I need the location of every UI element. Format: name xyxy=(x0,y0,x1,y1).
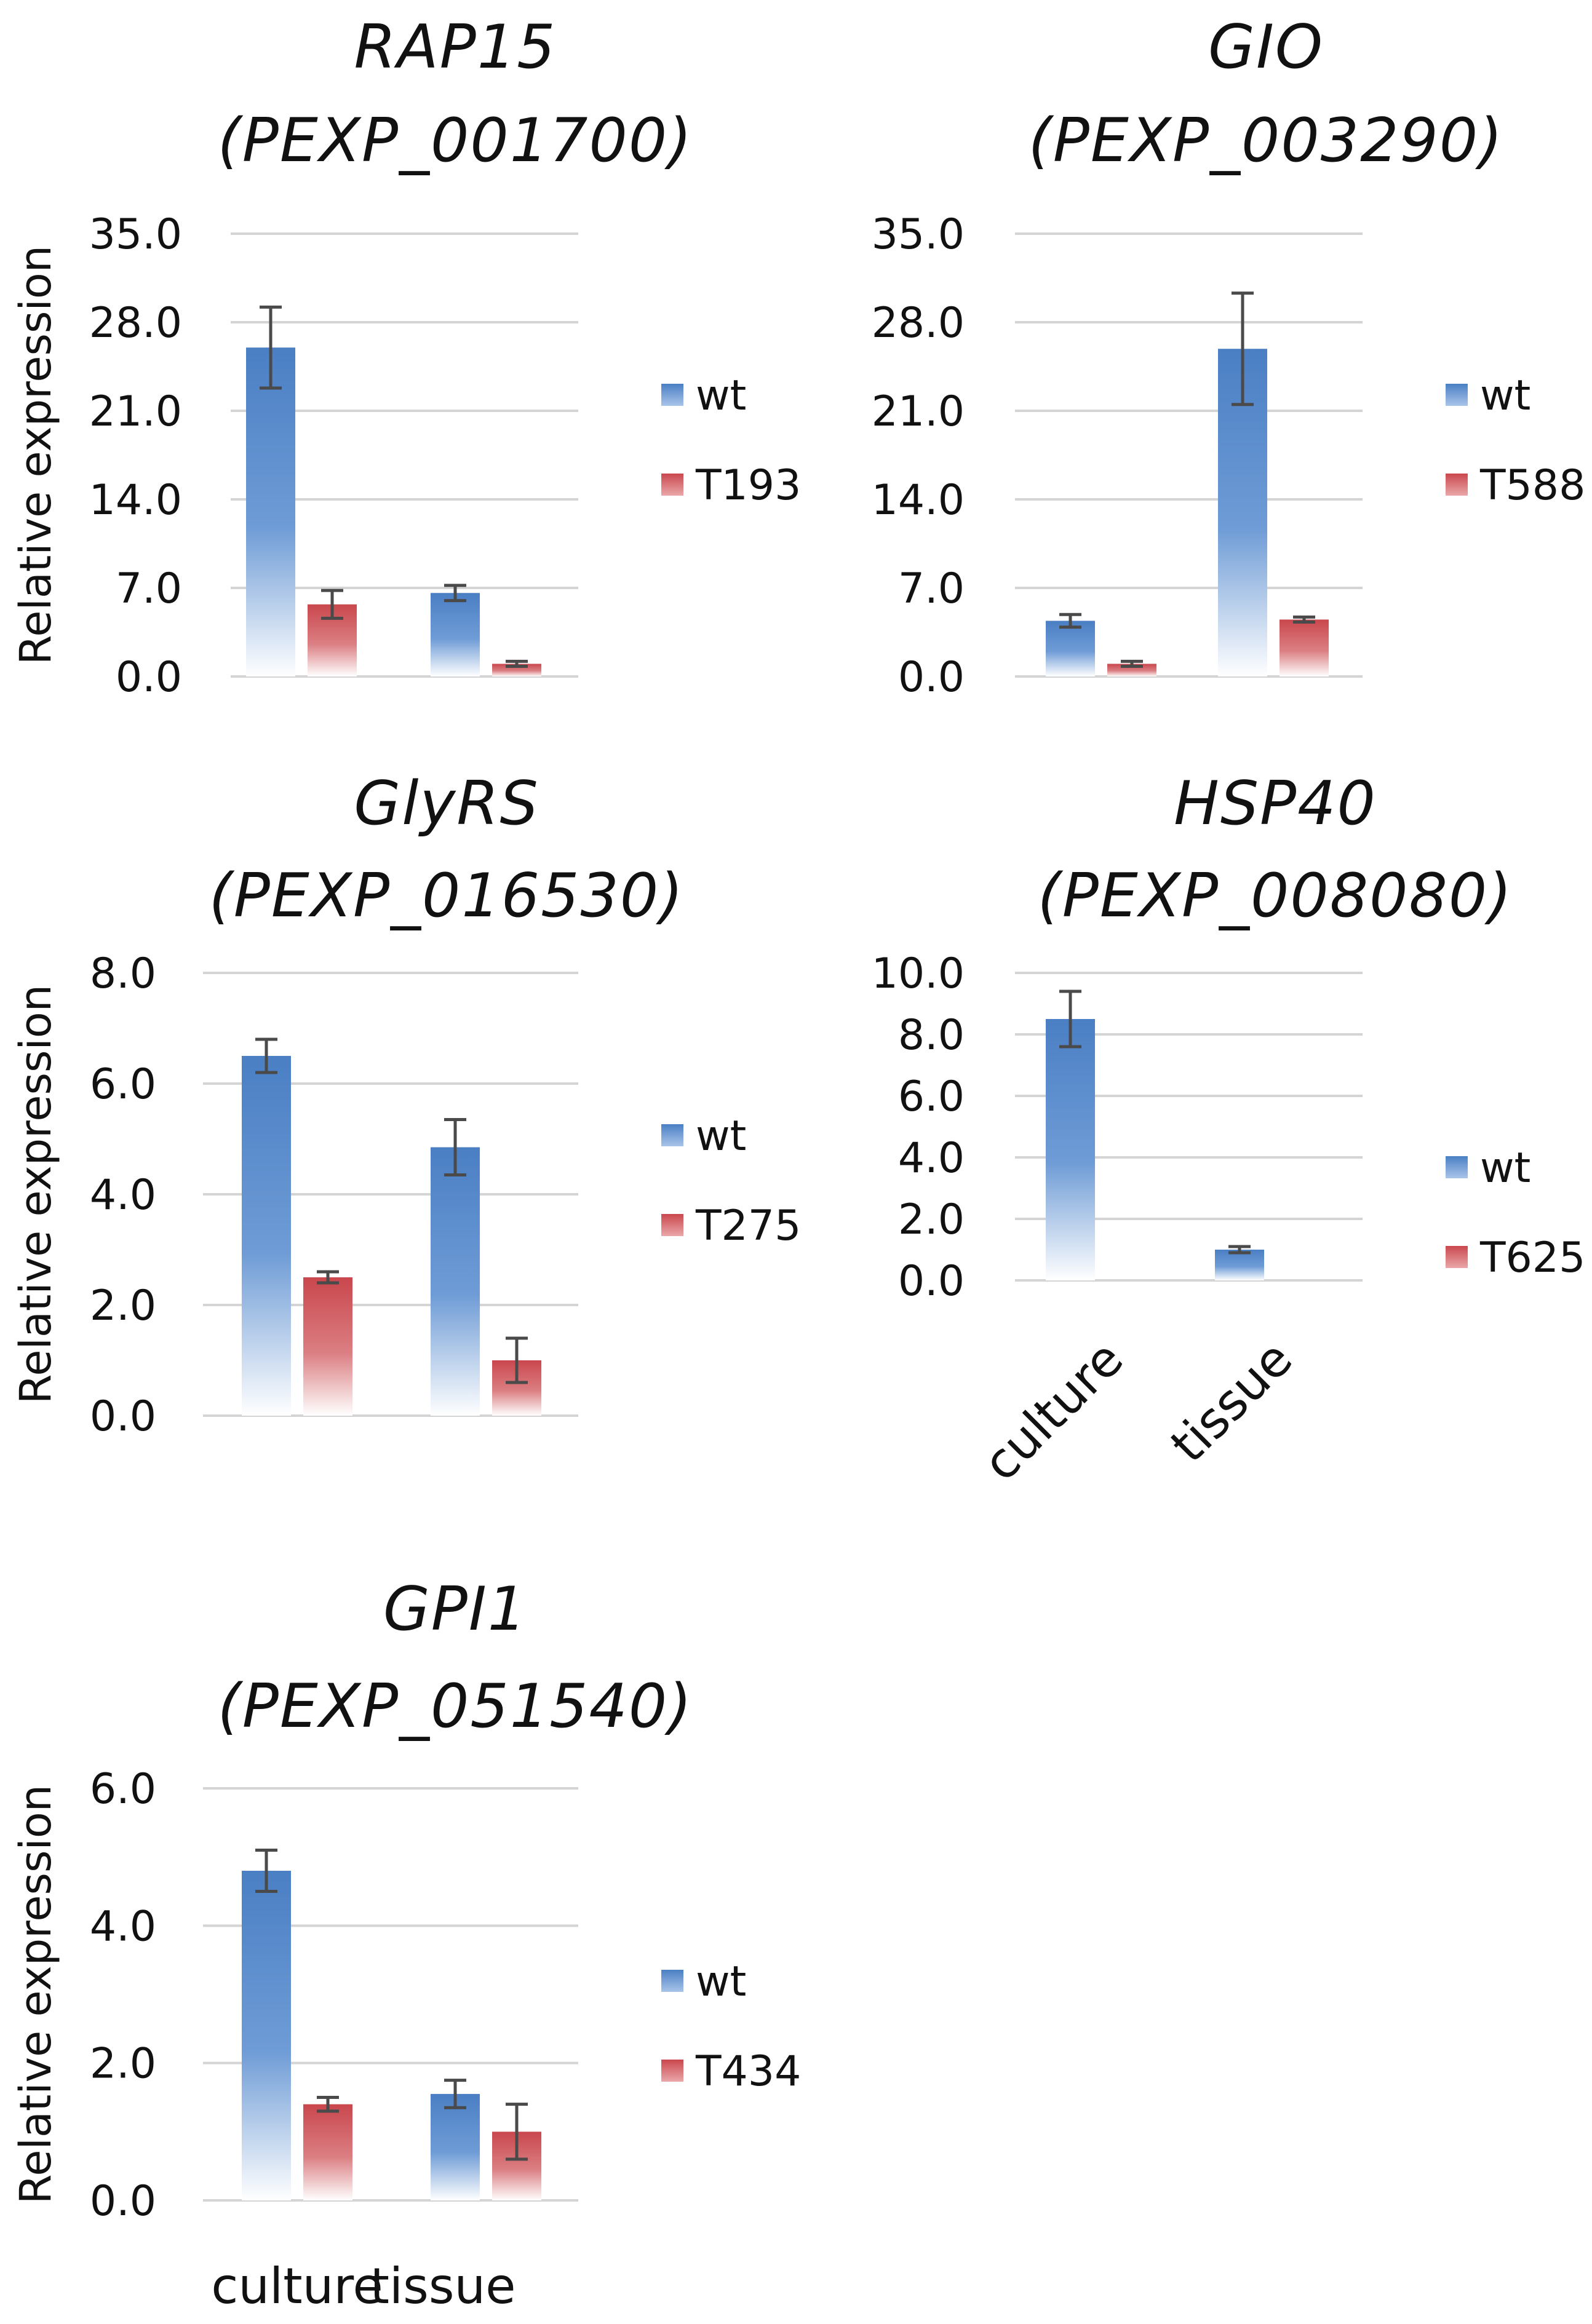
x-tick-label-culture: culture xyxy=(972,1330,1134,1492)
legend-label-T588: T588 xyxy=(1479,461,1585,510)
y-axis-label: Relative expression xyxy=(10,1785,61,2204)
y-tick-label: 6.0 xyxy=(90,1060,156,1109)
y-tick-label: 0.0 xyxy=(116,653,182,702)
legend-label-wt: wt xyxy=(1480,371,1530,420)
y-tick-label: 8.0 xyxy=(898,1011,965,1060)
legend-swatch-T625 xyxy=(1446,1246,1468,1268)
bar-T588-tissue xyxy=(1280,619,1329,676)
y-tick-label: 0.0 xyxy=(90,2177,156,2226)
y-tick-label: 7.0 xyxy=(116,565,182,613)
y-tick-label: 14.0 xyxy=(89,476,182,525)
bar-wt-culture xyxy=(246,347,295,676)
legend-label-T275: T275 xyxy=(695,1202,801,1250)
chart-title-line: (PEXP_016530) xyxy=(209,861,685,931)
y-tick-label: 21.0 xyxy=(872,387,965,436)
y-tick-label: 0.0 xyxy=(898,1257,965,1306)
y-tick-label: 0.0 xyxy=(90,1392,156,1441)
legend-swatch-wt xyxy=(1446,1156,1468,1178)
chart-panel-3: GlyRS (PEXP_016530) 0.0 2.0 4.0 6.0 8.0 Relativ… xyxy=(10,769,801,1441)
bar-T588-culture xyxy=(1107,664,1156,676)
legend-label-wt: wt xyxy=(1480,1144,1530,1192)
y-tick-label: 35.0 xyxy=(872,210,965,259)
chart-title-line: GIO xyxy=(1208,12,1324,82)
y-tick-label: 4.0 xyxy=(90,1171,156,1220)
y-tick-label: 2.0 xyxy=(90,2040,156,2088)
y-tick-label: 28.0 xyxy=(89,299,182,347)
bar-wt-culture xyxy=(242,1871,291,2200)
y-tick-label: 4.0 xyxy=(90,1902,156,1951)
legend-swatch-wt xyxy=(661,384,683,406)
y-tick-label: 21.0 xyxy=(89,387,182,436)
chart-panel-5: GPI1 (PEXP_051540) 0.0 2.0 4.0 6.0 Relative ex… xyxy=(10,1574,801,2315)
legend-label-T193: T193 xyxy=(695,461,801,510)
bar-wt-culture xyxy=(1046,621,1095,676)
bar-wt-tissue xyxy=(431,1147,480,1416)
y-tick-label: 2.0 xyxy=(90,1282,156,1330)
bar-wt-tissue xyxy=(431,2093,480,2200)
bar-wt-culture xyxy=(1046,1019,1095,1280)
chart-panel-2: GIO (PEXP_003290) 0.0 7.0 14.0 21.0 28.0 35.0 wt… xyxy=(872,12,1586,702)
chart-title-line: GPI1 xyxy=(383,1574,527,1644)
legend-swatch-wt xyxy=(1446,384,1468,406)
chart-panel-4: HSP40 (PEXP_008080) 0.0 2.0 4.0 6.0 8.0 10.0 wt T… xyxy=(872,769,1586,1492)
y-tick-label: 0.0 xyxy=(898,653,965,702)
chart-title-line: HSP40 xyxy=(1174,769,1377,839)
legend-label-T434: T434 xyxy=(695,2047,801,2096)
legend-swatch-T275 xyxy=(661,1214,683,1236)
legend-swatch-wt xyxy=(661,1970,683,1992)
y-tick-label: 4.0 xyxy=(898,1134,965,1183)
y-tick-label: 14.0 xyxy=(872,476,965,525)
bar-wt-culture xyxy=(242,1056,291,1416)
y-axis-label: Relative expression xyxy=(10,985,61,1404)
y-tick-label: 6.0 xyxy=(90,1765,156,1814)
x-tick-label-tissue: tissue xyxy=(370,2258,516,2315)
y-tick-label: 35.0 xyxy=(89,210,182,259)
bar-T193-tissue xyxy=(492,664,541,676)
chart-title-line: GlyRS xyxy=(354,769,539,839)
bar-wt-tissue xyxy=(431,593,480,676)
x-tick-label-culture: culture xyxy=(211,2258,383,2315)
chart-title-line: RAP15 xyxy=(354,12,557,82)
y-tick-label: 10.0 xyxy=(872,950,965,998)
legend-swatch-T193 xyxy=(661,474,683,496)
y-tick-label: 7.0 xyxy=(898,565,965,613)
y-tick-label: 28.0 xyxy=(872,299,965,347)
legend-label-wt: wt xyxy=(696,1112,746,1160)
legend-label-wt: wt xyxy=(696,1957,746,2006)
y-axis-label: Relative expression xyxy=(10,245,61,665)
bar-T434-culture xyxy=(303,2104,352,2200)
bar-T275-culture xyxy=(303,1277,352,1416)
chart-title-line: (PEXP_008080) xyxy=(1038,861,1513,931)
chart-title-line: (PEXP_003290) xyxy=(1029,106,1504,176)
legend-swatch-T434 xyxy=(661,2060,683,2082)
x-tick-label-tissue: tissue xyxy=(1160,1330,1303,1473)
legend-swatch-wt xyxy=(661,1124,683,1146)
legend-label-wt: wt xyxy=(696,371,746,420)
chart-title-line: (PEXP_001700) xyxy=(218,106,693,176)
legend-swatch-T588 xyxy=(1446,474,1468,496)
y-tick-label: 6.0 xyxy=(898,1073,965,1121)
charts-group: RAP15 (PEXP_001700) 0.0 7.0 14.0 21.0 28.0 35.0… xyxy=(10,12,1585,2315)
bar-wt-tissue xyxy=(1215,1250,1264,1280)
legend-label-T625: T625 xyxy=(1479,1234,1585,1282)
y-tick-label: 8.0 xyxy=(90,950,156,998)
chart-title-line: (PEXP_051540) xyxy=(218,1672,693,1742)
chart-panel-1: RAP15 (PEXP_001700) 0.0 7.0 14.0 21.0 28.0 35.0… xyxy=(10,12,801,702)
y-tick-label: 2.0 xyxy=(898,1196,965,1244)
